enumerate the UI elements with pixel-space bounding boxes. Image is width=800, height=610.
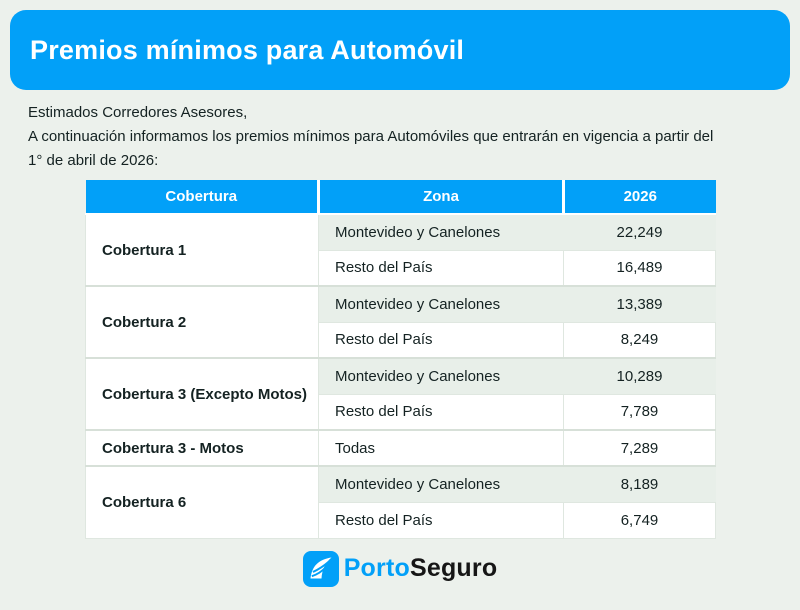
column-header-2026: 2026 xyxy=(562,180,716,215)
valor-cell: 8,249 xyxy=(563,321,716,359)
intro-text: Estimados Corredores Asesores, A continu… xyxy=(28,101,772,173)
title-banner: Premios mínimos para Automóvil xyxy=(10,10,790,90)
zona-cell: Todas xyxy=(318,429,564,467)
valor-cell: 13,389 xyxy=(563,285,716,323)
cobertura-cell: Cobertura 3 - Motos xyxy=(85,429,319,467)
valor-cell: 7,289 xyxy=(563,429,716,467)
intro-line-3: 1° de abril de 2026: xyxy=(28,152,159,169)
table-row: Cobertura 3 (Excepto Motos) Montevideo y… xyxy=(85,357,716,431)
footer-logo: Porto Seguro xyxy=(0,550,800,587)
valor-cell: 10,289 xyxy=(563,357,716,395)
valor-cell: 7,789 xyxy=(563,393,716,431)
brand-porto: Porto xyxy=(343,554,410,582)
table-row: Cobertura 3 - Motos Todas 7,289 xyxy=(85,429,716,467)
zona-cell: Montevideo y Canelones xyxy=(318,465,564,503)
intro-line-2: A continuación informamos los premios mí… xyxy=(28,128,714,145)
table-row: Resto del País 16,489 xyxy=(86,249,716,287)
zona-cell: Resto del País xyxy=(318,249,564,287)
column-header-cobertura: Cobertura xyxy=(85,180,319,215)
porto-seguro-sail-icon xyxy=(302,550,339,587)
zona-cell: Montevideo y Canelones xyxy=(318,285,564,323)
cobertura-cell: Cobertura 2 xyxy=(85,285,319,359)
premiums-table: Cobertura Zona 2026 Cobertura 1 Montevid… xyxy=(85,180,716,539)
intro-line-1: Estimados Corredores Asesores, xyxy=(28,104,248,121)
zona-cell: Montevideo y Canelones xyxy=(318,357,564,395)
cobertura-cell: Cobertura 6 xyxy=(85,465,319,539)
table-row: Resto del País 7,789 xyxy=(86,393,716,431)
valor-cell: 8,189 xyxy=(563,465,716,503)
table-row: Cobertura 1 Montevideo y Canelones 22,24… xyxy=(85,213,716,287)
zona-cell: Resto del País xyxy=(318,321,564,359)
table-row: Cobertura 6 Montevideo y Canelones 8,189 xyxy=(85,465,716,539)
premiums-table-container: Cobertura Zona 2026 Cobertura 1 Montevid… xyxy=(85,180,716,539)
valor-cell: 16,489 xyxy=(563,249,716,287)
table-header-row: Cobertura Zona 2026 xyxy=(85,180,716,215)
brand-wordmark: Porto Seguro xyxy=(344,554,498,583)
zona-cell: Montevideo y Canelones xyxy=(318,213,564,251)
page: { "colors":{ "accent_blue":"#02a0f8", "p… xyxy=(0,10,800,610)
page-title: Premios mínimos para Automóvil xyxy=(30,34,465,65)
cobertura-cell: Cobertura 1 xyxy=(85,213,319,287)
zona-cell: Resto del País xyxy=(318,501,564,539)
valor-cell: 6,749 xyxy=(563,501,716,539)
valor-cell: 22,249 xyxy=(563,213,716,251)
brand-seguro: Seguro xyxy=(409,554,498,582)
table-row: Resto del País 6,749 xyxy=(86,501,716,539)
table-row: Cobertura 2 Montevideo y Canelones 13,38… xyxy=(85,285,716,359)
column-header-zona: Zona xyxy=(317,180,564,215)
cobertura-cell: Cobertura 3 (Excepto Motos) xyxy=(85,357,319,431)
zona-cell: Resto del País xyxy=(318,393,564,431)
